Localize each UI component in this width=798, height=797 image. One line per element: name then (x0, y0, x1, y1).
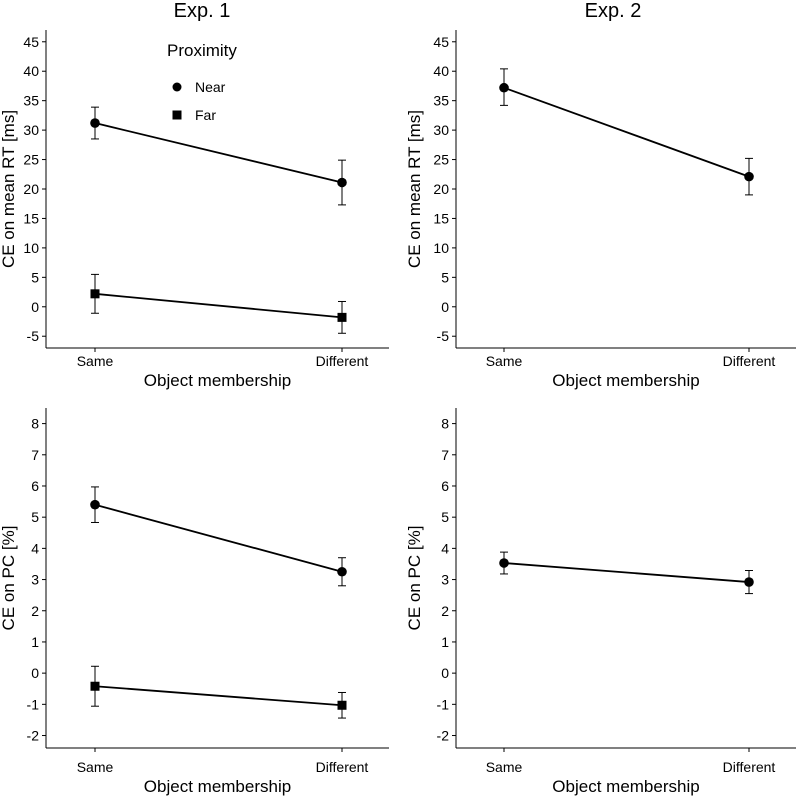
y-tick-label: 4 (31, 540, 39, 556)
y-tick-label: -2 (27, 728, 40, 744)
data-point-circle (90, 118, 100, 128)
y-tick-label: 2 (441, 603, 449, 619)
series-line (94, 685, 343, 707)
y-tick-label: 45 (23, 34, 39, 50)
data-point-square (337, 312, 347, 322)
data-point-square (337, 700, 347, 710)
y-tick-label: 10 (23, 240, 39, 256)
y-tick-label: 40 (23, 63, 39, 79)
y-tick-label: -5 (437, 328, 450, 344)
legend: Proximity Near Far (167, 41, 237, 123)
y-tick-label: 0 (441, 299, 449, 315)
series-line (94, 503, 343, 573)
x-tick-label: Different (723, 353, 776, 369)
x-axis-title: Object membership (552, 371, 699, 390)
y-tick-label: 30 (433, 122, 449, 138)
y-tick-label: 40 (433, 63, 449, 79)
series-far (90, 665, 347, 719)
x-tick-label: Same (486, 759, 523, 775)
y-tick-label: 5 (441, 269, 449, 285)
y-tick-label: 0 (31, 665, 39, 681)
y-tick-label: 2 (31, 603, 39, 619)
data-point-circle (337, 177, 347, 188)
x-axis-title: Object membership (144, 777, 291, 796)
legend-title: Proximity (167, 41, 237, 60)
y-tick-label: 5 (441, 509, 449, 525)
series-line (94, 122, 343, 184)
series-near (90, 106, 347, 206)
series-near (90, 486, 347, 587)
y-tick-label: 8 (31, 416, 39, 432)
x-tick-label: Different (316, 353, 369, 369)
series-line (94, 292, 343, 319)
panel-top-right: -5 0 5 10 15 20 25 30 35 40 45 Same Different Object … (405, 30, 796, 390)
y-tick-label: 0 (31, 299, 39, 315)
y-tick-label: 3 (31, 572, 39, 588)
y-tick-label: 5 (31, 269, 39, 285)
y-tick-label: 0 (441, 665, 449, 681)
y-axis-title: CE on mean RT [ms] (405, 110, 424, 268)
series-line (503, 562, 750, 583)
x-axis-title: Object membership (144, 371, 291, 390)
y-tick-label: 6 (31, 478, 39, 494)
data-point-circle (90, 499, 100, 510)
series-far (90, 273, 347, 334)
x-tick-label: Different (316, 759, 369, 775)
x-tick-label: Different (723, 759, 776, 775)
legend-marker-circle (172, 82, 182, 92)
y-axis-title: CE on mean RT [ms] (0, 110, 18, 268)
legend-label: Far (195, 107, 216, 123)
y-tick-label: 1 (441, 634, 449, 650)
x-tick-label: Same (486, 353, 523, 369)
y-tick-label: 10 (433, 240, 449, 256)
y-tick-label: 25 (23, 152, 39, 168)
panel-bottom-right: -2 -1 0 1 2 3 4 5 6 7 8 Same Different Object members… (405, 408, 796, 796)
y-tick-label: 45 (433, 34, 449, 50)
y-tick-label: 3 (441, 572, 449, 588)
y-axis-title: CE on PC [%] (405, 526, 424, 631)
y-tick-label: 4 (441, 540, 449, 556)
x-tick-label: Same (77, 353, 114, 369)
y-tick-label: 15 (23, 210, 39, 226)
x-tick-label: Same (77, 759, 114, 775)
legend-marker-square (172, 110, 182, 120)
data-point-circle (499, 558, 509, 568)
panel-top-left: -5 0 5 10 15 20 25 30 35 40 45 Same Different Object … (0, 30, 389, 390)
column-title-exp1: Exp. 1 (174, 0, 231, 22)
data-point-circle (337, 566, 347, 577)
data-point-circle (499, 82, 509, 93)
y-tick-label: 20 (23, 181, 39, 197)
y-tick-label: 7 (441, 447, 449, 463)
y-tick-label: -1 (437, 696, 450, 712)
panel-bottom-left: -2 -1 0 1 2 3 4 5 6 7 8 Same Different Object members… (0, 408, 389, 796)
y-tick-label: 8 (441, 416, 449, 432)
series-near (499, 68, 754, 196)
y-tick-label: 20 (433, 181, 449, 197)
y-axis-title: CE on PC [%] (0, 526, 18, 631)
y-tick-label: 35 (23, 93, 39, 109)
column-title-exp2: Exp. 2 (585, 0, 642, 22)
y-tick-label: 7 (31, 447, 39, 463)
y-tick-label: 35 (433, 93, 449, 109)
y-tick-label: 5 (31, 509, 39, 525)
y-tick-label: 25 (433, 152, 449, 168)
x-axis-title: Object membership (552, 777, 699, 796)
data-point-circle (744, 577, 754, 587)
data-point-square (90, 289, 100, 299)
series-near (499, 551, 754, 595)
y-tick-label: 1 (31, 634, 39, 650)
y-tick-label: 30 (23, 122, 39, 138)
y-tick-label: -5 (27, 328, 40, 344)
series-line (503, 86, 750, 178)
y-tick-label: 6 (441, 478, 449, 494)
data-point-circle (744, 171, 754, 182)
data-point-square (90, 681, 100, 691)
y-tick-label: 15 (433, 210, 449, 226)
y-tick-label: -1 (27, 696, 40, 712)
legend-label: Near (195, 79, 226, 95)
y-tick-label: -2 (437, 728, 450, 744)
